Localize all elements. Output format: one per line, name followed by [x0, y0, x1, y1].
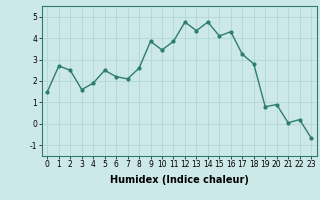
X-axis label: Humidex (Indice chaleur): Humidex (Indice chaleur) — [110, 175, 249, 185]
